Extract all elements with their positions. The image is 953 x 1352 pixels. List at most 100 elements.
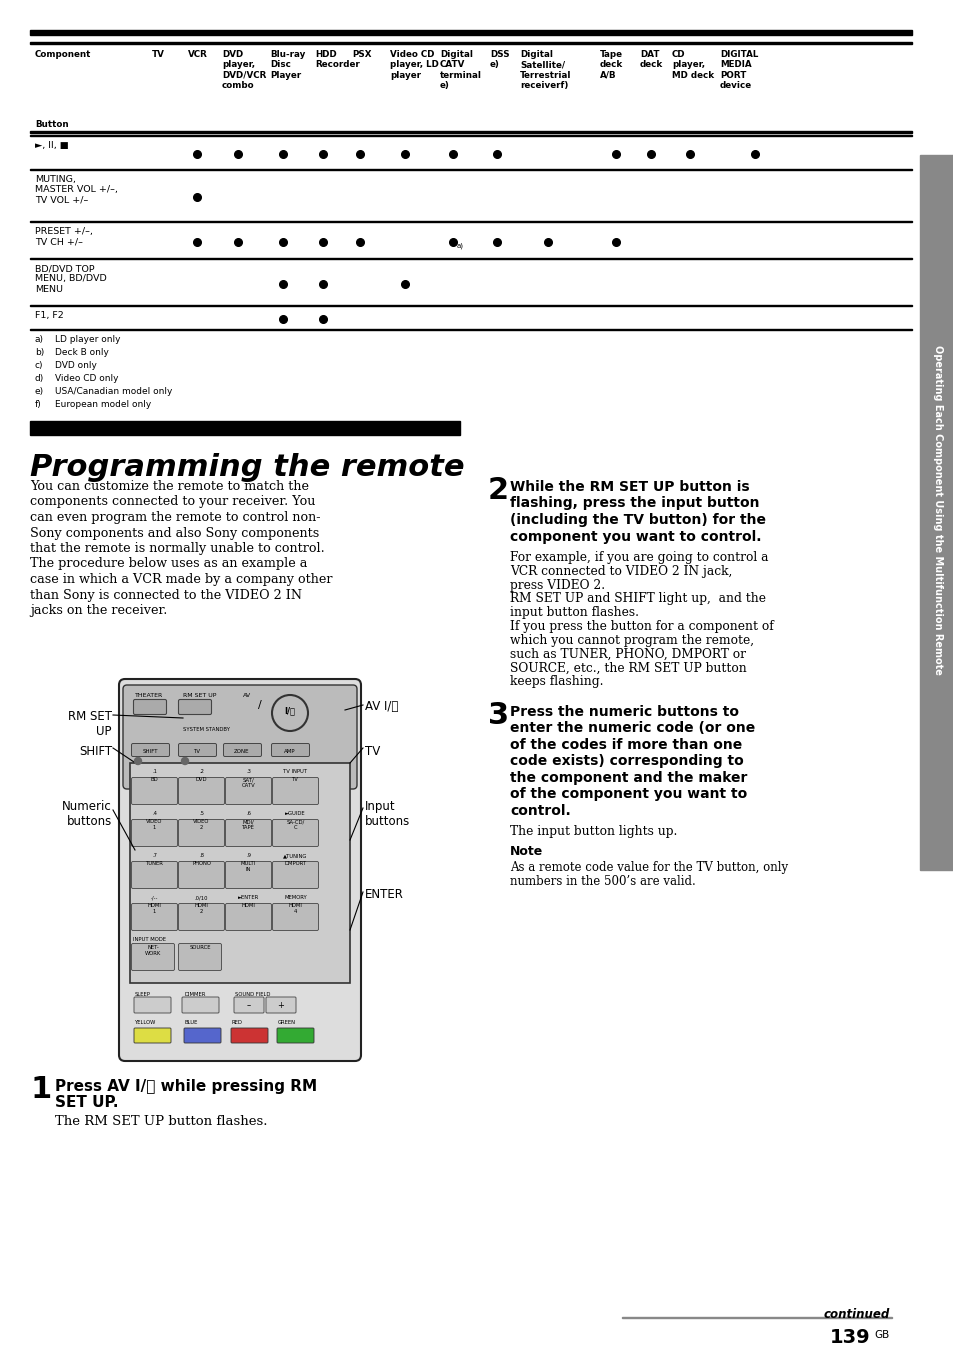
Text: HDMI
2: HDMI 2 bbox=[194, 903, 208, 914]
Text: can even program the remote to control non-: can even program the remote to control n… bbox=[30, 511, 320, 525]
Text: SOURCE: SOURCE bbox=[189, 945, 211, 950]
Text: LD player only: LD player only bbox=[55, 335, 120, 343]
Text: .9: .9 bbox=[246, 853, 251, 859]
Text: Press AV I/⏻ while pressing RM: Press AV I/⏻ while pressing RM bbox=[55, 1079, 316, 1094]
Text: case in which a VCR made by a company other: case in which a VCR made by a company ot… bbox=[30, 573, 333, 585]
Text: Component: Component bbox=[35, 50, 91, 59]
Text: continued: continued bbox=[822, 1307, 889, 1321]
Text: TV: TV bbox=[365, 745, 380, 758]
Text: SLEEP: SLEEP bbox=[135, 992, 151, 996]
Text: Sony components and also Sony components: Sony components and also Sony components bbox=[30, 526, 319, 539]
FancyBboxPatch shape bbox=[225, 819, 272, 846]
Text: numbers in the 500’s are valid.: numbers in the 500’s are valid. bbox=[510, 875, 695, 888]
Text: TV INPUT: TV INPUT bbox=[283, 769, 307, 773]
Circle shape bbox=[272, 695, 308, 731]
Text: enter the numeric code (or one: enter the numeric code (or one bbox=[510, 722, 755, 735]
Bar bbox=[30, 30, 911, 35]
Text: THEATER: THEATER bbox=[135, 694, 163, 698]
Text: As a remote code value for the TV button, only: As a remote code value for the TV button… bbox=[510, 861, 787, 875]
Text: TV: TV bbox=[193, 749, 200, 754]
FancyBboxPatch shape bbox=[266, 996, 295, 1013]
Text: input button flashes.: input button flashes. bbox=[510, 606, 639, 619]
Text: Programming the remote: Programming the remote bbox=[30, 453, 464, 483]
Text: F1, F2: F1, F2 bbox=[35, 311, 64, 320]
Circle shape bbox=[181, 757, 189, 764]
Text: PRESET +/–,
TV CH +/–: PRESET +/–, TV CH +/– bbox=[35, 227, 92, 246]
FancyBboxPatch shape bbox=[132, 944, 174, 971]
Text: RM SET
UP: RM SET UP bbox=[68, 710, 112, 738]
Text: HDMI: HDMI bbox=[241, 903, 255, 909]
FancyBboxPatch shape bbox=[132, 744, 170, 757]
Text: GREEN: GREEN bbox=[277, 1019, 295, 1025]
Text: e): e) bbox=[35, 387, 44, 396]
Text: HDD
Recorder: HDD Recorder bbox=[314, 50, 359, 69]
FancyBboxPatch shape bbox=[178, 819, 224, 846]
Text: .3: .3 bbox=[246, 769, 251, 773]
Text: a): a) bbox=[456, 242, 463, 249]
Text: ►, II, ■: ►, II, ■ bbox=[35, 141, 69, 150]
Text: DIGITAL
MEDIA
PORT
device: DIGITAL MEDIA PORT device bbox=[720, 50, 758, 91]
Text: MEMORY: MEMORY bbox=[284, 895, 307, 900]
Text: Input
buttons: Input buttons bbox=[365, 800, 410, 827]
Text: +: + bbox=[277, 1000, 284, 1010]
Text: CD
player,
MD deck: CD player, MD deck bbox=[671, 50, 714, 80]
Text: that the remote is normally unable to control.: that the remote is normally unable to co… bbox=[30, 542, 324, 556]
Bar bbox=[919, 155, 953, 869]
Text: HDMI
4: HDMI 4 bbox=[288, 903, 302, 914]
Text: HDMI
1: HDMI 1 bbox=[148, 903, 161, 914]
Text: .4: .4 bbox=[152, 811, 157, 817]
Text: DVD
player,
DVD/VCR
combo: DVD player, DVD/VCR combo bbox=[222, 50, 266, 91]
Text: Video CD
player, LD
player: Video CD player, LD player bbox=[390, 50, 438, 80]
FancyBboxPatch shape bbox=[273, 819, 318, 846]
Text: INPUT MODE: INPUT MODE bbox=[132, 937, 166, 942]
Text: d): d) bbox=[35, 375, 44, 383]
Text: –: – bbox=[247, 1000, 251, 1010]
Text: .7: .7 bbox=[152, 853, 157, 859]
FancyBboxPatch shape bbox=[178, 944, 221, 971]
Text: SET UP.: SET UP. bbox=[55, 1095, 118, 1110]
Text: DAT
deck: DAT deck bbox=[639, 50, 662, 69]
Text: SHIFT: SHIFT bbox=[79, 745, 112, 758]
Text: Video CD only: Video CD only bbox=[55, 375, 118, 383]
Text: BLUE: BLUE bbox=[185, 1019, 198, 1025]
Text: 1: 1 bbox=[30, 1075, 51, 1105]
Text: jacks on the receiver.: jacks on the receiver. bbox=[30, 604, 167, 617]
Text: I/⏻: I/⏻ bbox=[284, 707, 295, 715]
Circle shape bbox=[134, 757, 141, 764]
Text: AV I/⏻: AV I/⏻ bbox=[365, 700, 398, 713]
Text: press VIDEO 2.: press VIDEO 2. bbox=[510, 579, 604, 592]
Text: .8: .8 bbox=[199, 853, 204, 859]
FancyBboxPatch shape bbox=[225, 861, 272, 888]
Text: Digital
Satellite/
Terrestrial
receiverf): Digital Satellite/ Terrestrial receiverf… bbox=[519, 50, 571, 91]
Text: USA/Canadian model only: USA/Canadian model only bbox=[55, 387, 172, 396]
Text: NET-
WORK: NET- WORK bbox=[145, 945, 161, 956]
Bar bbox=[30, 42, 911, 45]
Text: DVD only: DVD only bbox=[55, 361, 97, 370]
Text: b): b) bbox=[35, 347, 44, 357]
FancyBboxPatch shape bbox=[182, 996, 219, 1013]
Bar bbox=[30, 131, 911, 132]
Text: -/--: -/-- bbox=[151, 895, 158, 900]
Text: RM SET UP and SHIFT light up,  and the: RM SET UP and SHIFT light up, and the bbox=[510, 592, 765, 606]
Text: European model only: European model only bbox=[55, 400, 152, 410]
Text: 2: 2 bbox=[488, 476, 509, 506]
Text: While the RM SET UP button is: While the RM SET UP button is bbox=[510, 480, 749, 493]
Text: AV: AV bbox=[243, 694, 251, 698]
Text: The RM SET UP button flashes.: The RM SET UP button flashes. bbox=[55, 1115, 267, 1128]
Text: .1: .1 bbox=[152, 769, 157, 773]
Text: PHONO: PHONO bbox=[192, 861, 211, 867]
Text: TUNER: TUNER bbox=[146, 861, 163, 867]
Text: SA-CD/
C: SA-CD/ C bbox=[286, 819, 304, 830]
Text: MULTI
IN: MULTI IN bbox=[240, 861, 255, 872]
FancyBboxPatch shape bbox=[178, 699, 212, 714]
Text: ▲TUNING: ▲TUNING bbox=[283, 853, 308, 859]
Text: MDI/
TAPE: MDI/ TAPE bbox=[242, 819, 254, 830]
Text: ZONE: ZONE bbox=[234, 749, 250, 754]
Text: MUTING,
MASTER VOL +/–,
TV VOL +/–: MUTING, MASTER VOL +/–, TV VOL +/– bbox=[35, 174, 118, 204]
FancyBboxPatch shape bbox=[133, 1028, 171, 1042]
Text: Blu-ray
Disc
Player: Blu-ray Disc Player bbox=[270, 50, 305, 80]
FancyBboxPatch shape bbox=[133, 996, 171, 1013]
Text: 3: 3 bbox=[488, 700, 509, 730]
FancyBboxPatch shape bbox=[273, 861, 318, 888]
Text: Press the numeric buttons to: Press the numeric buttons to bbox=[510, 704, 739, 719]
